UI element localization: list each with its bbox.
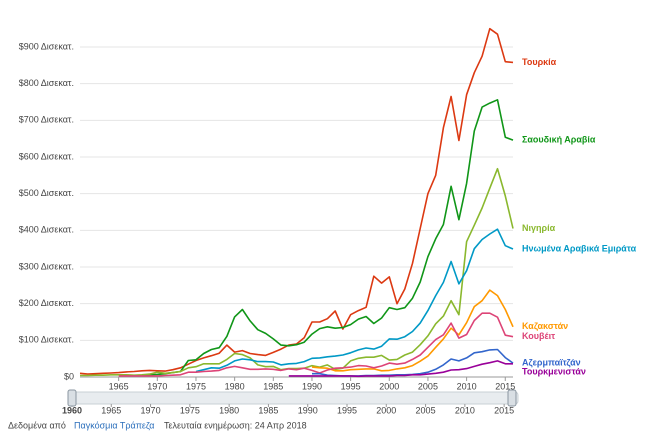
series-line xyxy=(141,99,514,376)
timeline-tick-label: 1985 xyxy=(258,405,278,415)
series-label: Αζερμπαϊτζάν xyxy=(522,357,581,367)
footer-source-prefix: Δεδομένα από xyxy=(8,420,66,430)
x-tick-label: 2005 xyxy=(418,381,438,391)
x-tick-label: 1970 xyxy=(147,381,167,391)
series-line xyxy=(80,167,514,377)
series-line xyxy=(288,360,513,378)
y-tick-label: $700 Δισεκατ. xyxy=(19,115,74,125)
timeline-tick-label: 1960 xyxy=(62,405,82,415)
x-tick-label: 1990 xyxy=(302,381,322,391)
y-tick-label: $0 xyxy=(64,371,74,381)
y-tick-label: $500 Δισεκατ. xyxy=(19,188,74,198)
timeline-tick-label: 1965 xyxy=(101,405,121,415)
timeline-tick-label: 1995 xyxy=(337,405,357,415)
series-label: Σαουδική Αραβία xyxy=(522,135,596,145)
series-label: Καζακστάν xyxy=(522,321,568,331)
x-tick-label: 1995 xyxy=(341,381,361,391)
footer-updated: Τελευταία ενημέρωση: 24 Απρ 2018 xyxy=(164,420,307,430)
series-label: Κουβέιτ xyxy=(522,331,555,341)
y-tick-label: $600 Δισεκατ. xyxy=(19,151,74,161)
y-tick-label: $300 Δισεκατ. xyxy=(19,261,74,271)
timeline-tick-label: 2010 xyxy=(455,405,475,415)
series-line xyxy=(311,289,514,372)
series-label: Ηνωμένα Αραβικά Εμιράτα xyxy=(522,243,637,253)
timeline-tick-label: 1975 xyxy=(180,405,200,415)
timeline-tick-label: 2000 xyxy=(376,405,396,415)
x-tick-label: 2015 xyxy=(495,381,515,391)
y-tick-label: $400 Δισεκατ. xyxy=(19,225,74,235)
timeline-track[interactable] xyxy=(69,391,519,405)
x-tick-label: 2000 xyxy=(379,381,399,391)
footer-source-link[interactable]: Παγκόσμια Τράπεζα xyxy=(74,420,155,430)
timeline-tick-label: 2015 xyxy=(494,405,514,415)
y-tick-label: $800 Δισεκατ. xyxy=(19,78,74,88)
x-tick-label: 1980 xyxy=(225,381,245,391)
series-label: Τουρκία xyxy=(522,57,557,67)
x-tick-label: 1965 xyxy=(109,381,129,391)
x-tick-label: 2010 xyxy=(457,381,477,391)
x-tick-label: 1975 xyxy=(186,381,206,391)
timeline-tick-label: 1990 xyxy=(298,405,318,415)
series-line xyxy=(195,228,514,373)
x-tick-label: 1985 xyxy=(263,381,283,391)
series-line xyxy=(312,348,514,377)
timeline-tick-label: 1980 xyxy=(219,405,239,415)
timeline-tick-label: 2005 xyxy=(416,405,436,415)
timeline-handle[interactable] xyxy=(507,389,517,407)
y-tick-label: $100 Δισεκατ. xyxy=(19,335,74,345)
series-label: Νιγηρία xyxy=(522,223,556,233)
series-label: Τουρκμενιστάν xyxy=(522,366,586,376)
series-line xyxy=(118,312,514,377)
y-tick-label: $900 Δισεκατ. xyxy=(19,41,74,51)
timeline-tick-label: 1970 xyxy=(141,405,161,415)
y-tick-label: $200 Δισεκατ. xyxy=(19,298,74,308)
timeline-handle[interactable] xyxy=(67,389,77,407)
